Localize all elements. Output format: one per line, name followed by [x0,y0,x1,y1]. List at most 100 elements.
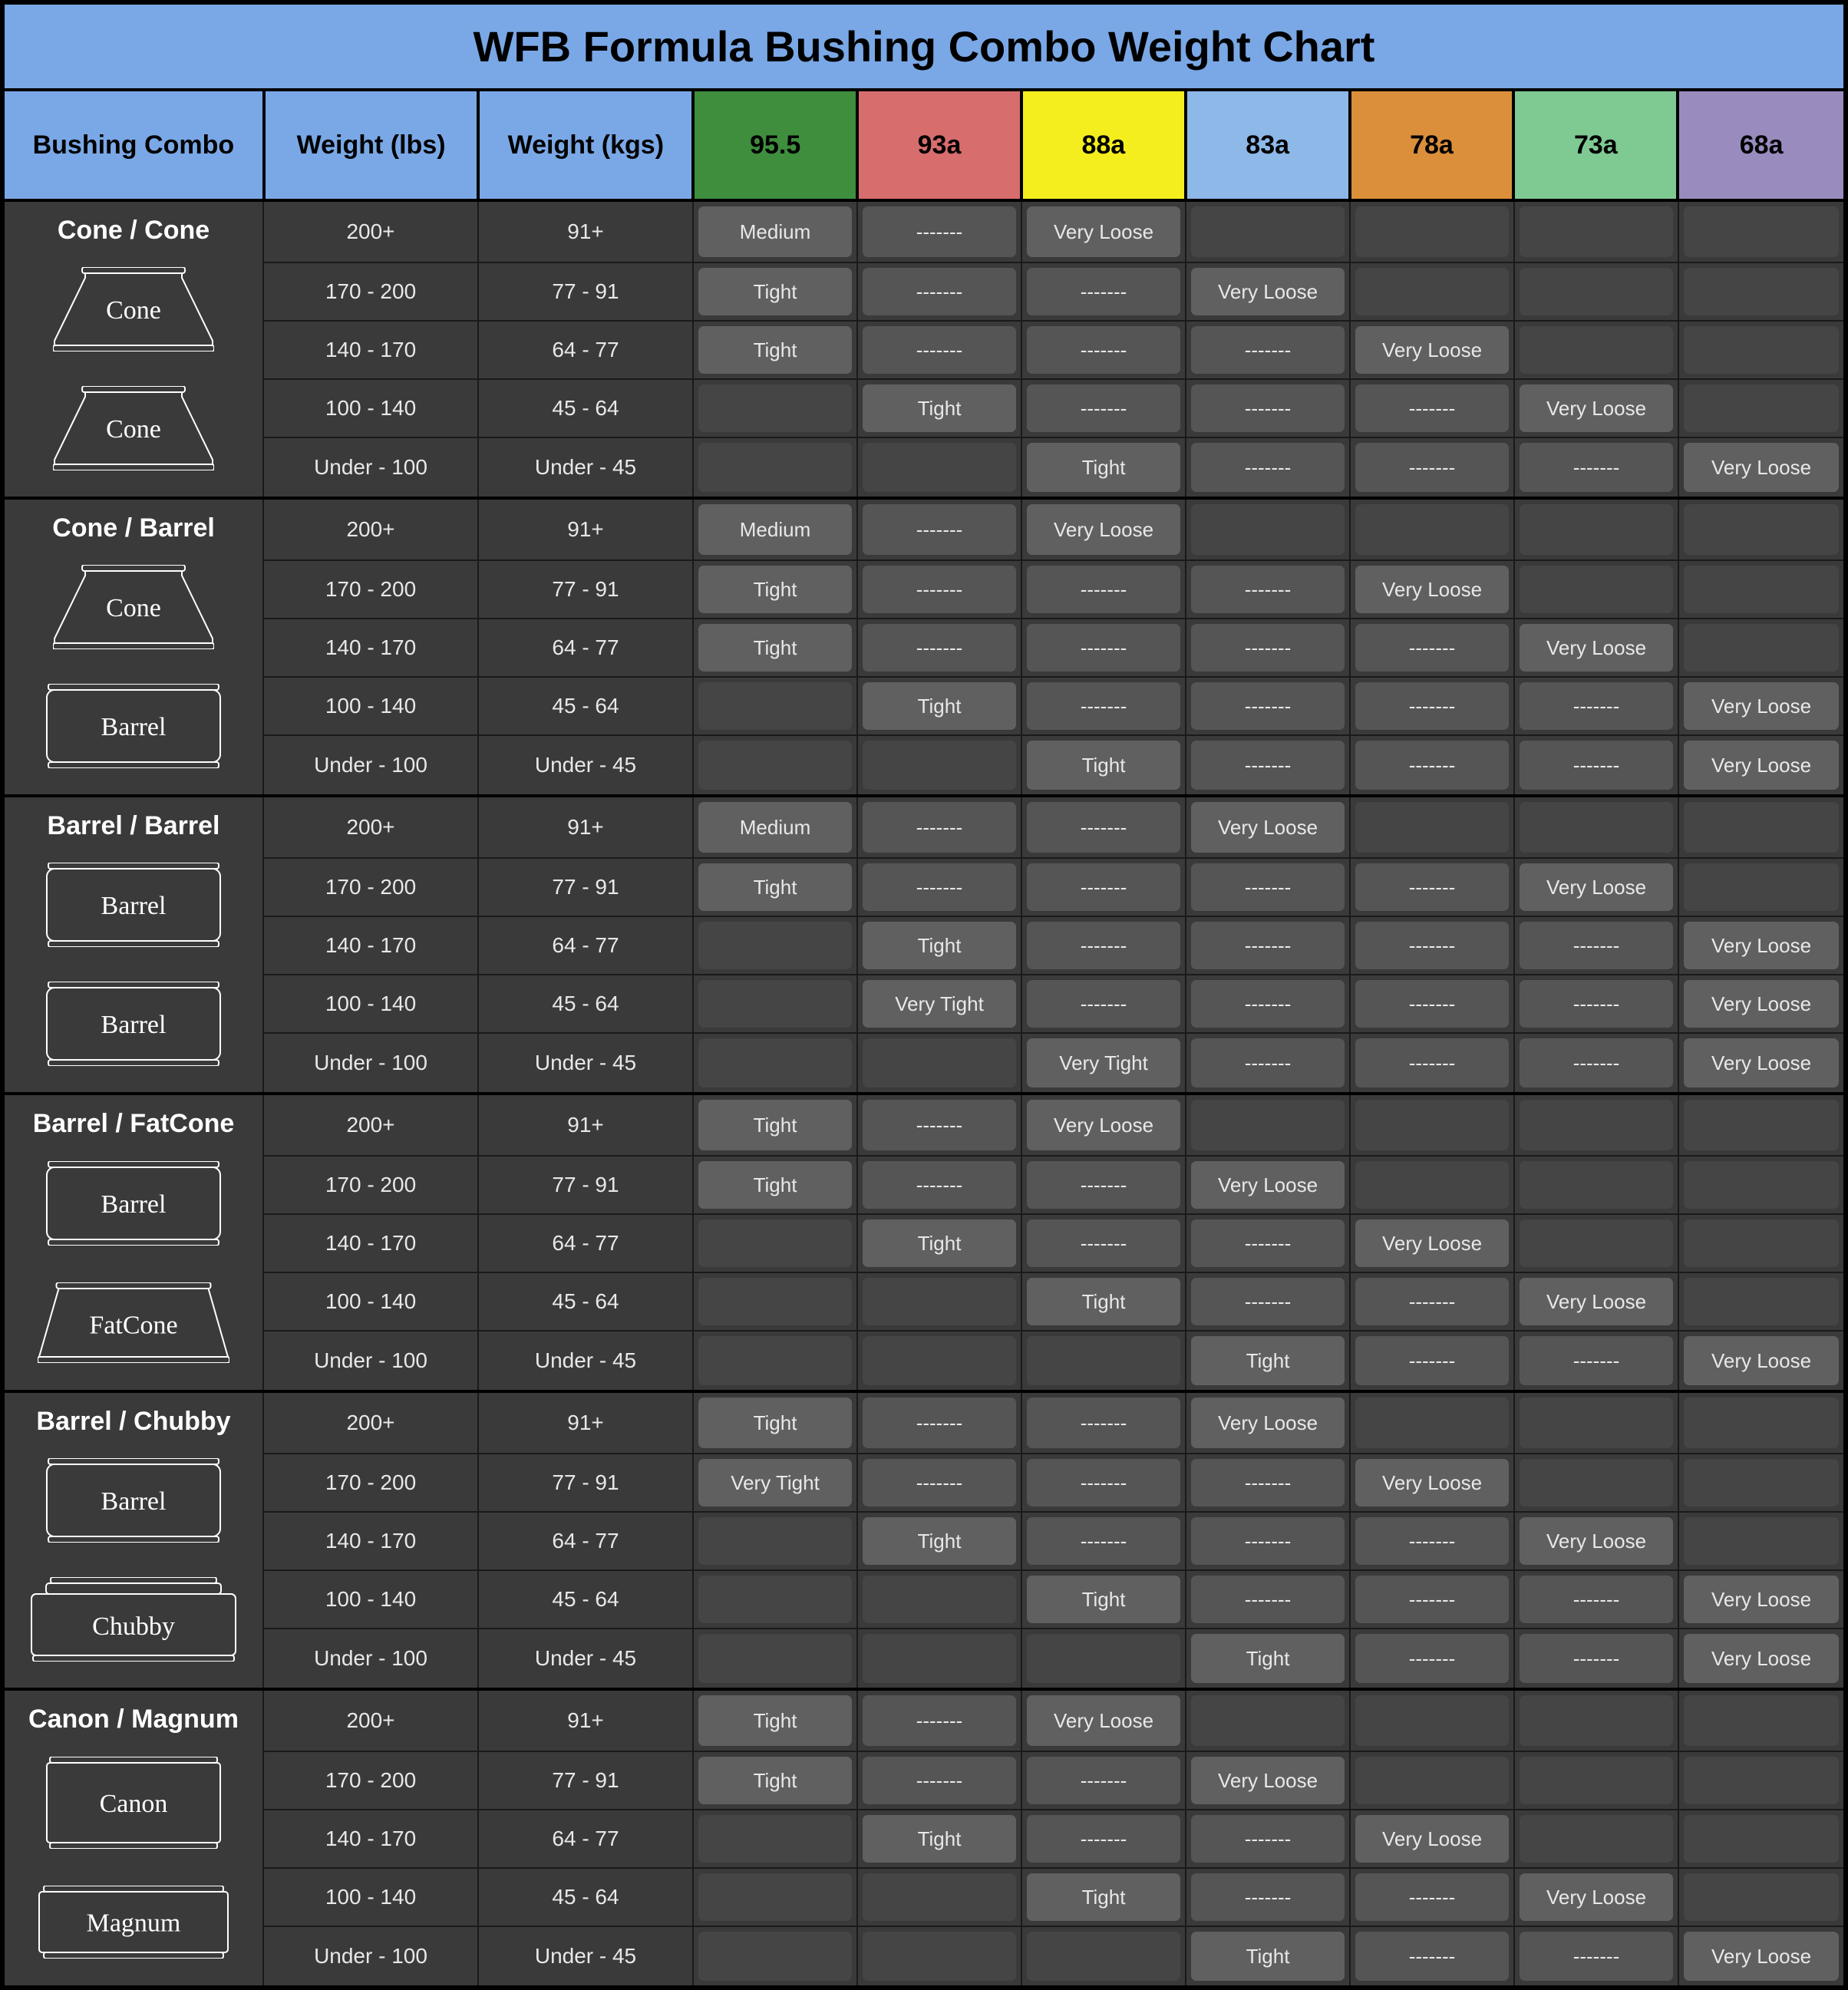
durometer-cell [694,1273,858,1330]
durometer-cell [1515,1393,1679,1453]
weight-kgs-cell: 91+ [479,797,694,857]
durometer-cell: ------- [1351,619,1515,676]
durometer-cell: ------- [1515,975,1679,1032]
weight-kgs-cell: 91+ [479,1393,694,1453]
table-row: 200+91+Medium-------Very Loose [264,202,1843,263]
durometer-cell: ------- [1515,1629,1679,1688]
durometer-cell: ------- [1351,1629,1515,1688]
cell-value: ------- [1027,1161,1180,1209]
weight-kgs-cell: Under - 45 [479,1629,694,1688]
durometer-cell [1022,1332,1186,1390]
svg-text:Cone: Cone [106,415,161,444]
cell-value: Medium [698,504,852,555]
durometer-cell [1515,263,1679,320]
rows-wrap: 200+91+Medium-------Very Loose170 - 2007… [264,500,1843,794]
durometer-cell: Tight [694,263,858,320]
cell-value: ------- [1355,980,1509,1028]
cell-value: ------- [1027,326,1180,374]
durometer-cell: Tight [858,380,1022,437]
durometer-cell: Very Loose [1186,263,1351,320]
cell-value: Very Loose [1355,1219,1509,1267]
svg-text:Barrel: Barrel [101,892,167,920]
durometer-cell: Tight [694,1393,858,1453]
durometer-cell: Very Loose [1679,917,1843,974]
cell-value: ------- [1191,1278,1345,1325]
cell-value: ------- [1520,1336,1673,1385]
durometer-cell [1351,797,1515,857]
durometer-cell: ------- [1022,678,1186,734]
weight-lbs-cell: 140 - 170 [264,917,479,974]
cell-value [1520,1398,1673,1448]
durometer-cell: ------- [1186,438,1351,497]
weight-kgs-cell: Under - 45 [479,438,694,497]
weight-kgs-cell: 64 - 77 [479,1513,694,1569]
durometer-cell [1515,322,1679,378]
cell-value: ------- [1520,741,1673,790]
cell-value: ------- [1191,384,1345,432]
durometer-cell: Very Loose [1515,1273,1679,1330]
durometer-cell: Very Loose [1022,1095,1186,1155]
cell-value: Tight [1027,1278,1180,1325]
durometer-cell [1515,202,1679,262]
durometer-cell: ------- [858,322,1022,378]
durometer-cell [858,1869,1022,1926]
durometer-cell: Tight [694,322,858,378]
combo-label: Barrel / FatCone [5,1100,262,1145]
cell-value: Tight [863,384,1016,432]
cell-value: Very Loose [1027,1100,1180,1150]
cell-value [1684,1695,1839,1746]
cell-value: Tight [698,326,852,374]
durometer-cell: ------- [1022,797,1186,857]
weight-lbs-cell: 100 - 140 [264,1869,479,1926]
table-row: 140 - 17064 - 77Tight-------------------… [264,619,1843,678]
cell-value: Tight [863,922,1016,969]
cell-value: Tight [1191,1336,1345,1385]
weight-lbs-cell: 140 - 170 [264,1513,479,1569]
durometer-cell [694,1927,858,1985]
durometer-cell: ------- [1186,975,1351,1032]
cell-value [1191,206,1345,257]
cell-value [1684,326,1839,374]
cell-value [863,1278,1016,1325]
weight-kgs-cell: 77 - 91 [479,263,694,320]
cell-value: ------- [1027,1757,1180,1804]
durometer-cell [858,438,1022,497]
durometer-cell [1679,380,1843,437]
durometer-cell [694,917,858,974]
durometer-cell: ------- [1022,1215,1186,1272]
durometer-cell: Very Loose [1515,1513,1679,1569]
combo-cell: Barrel / FatCone Barrel FatCone [5,1095,264,1390]
durometer-cell [694,1215,858,1272]
cell-value: ------- [1027,682,1180,730]
table-row: 170 - 20077 - 91Tight--------------Very … [264,1157,1843,1215]
cell-value: ------- [1191,1517,1345,1565]
weight-lbs-cell: 100 - 140 [264,975,479,1032]
weight-kgs-cell: 45 - 64 [479,1273,694,1330]
cell-value [698,1576,852,1623]
durometer-cell: ------- [1022,380,1186,437]
cell-value: Very Tight [1027,1038,1180,1087]
rows-wrap: 200+91+Medium-------Very Loose170 - 2007… [264,202,1843,497]
svg-text:Magnum: Magnum [87,1909,181,1937]
durometer-cell: ------- [1186,1034,1351,1092]
durometer-cell [1351,1691,1515,1751]
weight-lbs-cell: 100 - 140 [264,678,479,734]
durometer-cell: ------- [1186,380,1351,437]
durometer-cell: Tight [1186,1629,1351,1688]
cell-value: Tight [863,1219,1016,1267]
cell-value [698,980,852,1028]
cell-value: Very Loose [1684,1576,1839,1623]
cell-value [1520,1219,1673,1267]
cell-value: ------- [1520,1038,1673,1087]
durometer-cell: ------- [858,1691,1022,1751]
weight-lbs-cell: 170 - 200 [264,1752,479,1809]
weight-lbs-cell: 200+ [264,202,479,262]
durometer-cell: Very Loose [1515,619,1679,676]
cell-value: ------- [1355,1038,1509,1087]
cell-value [1684,624,1839,672]
cell-value: Very Loose [1684,1038,1839,1087]
table-row: Under - 100Under - 45Tight--------------… [264,438,1843,497]
durometer-cell: ------- [858,619,1022,676]
cell-value: Tight [1027,1873,1180,1921]
cell-value: ------- [1355,443,1509,492]
